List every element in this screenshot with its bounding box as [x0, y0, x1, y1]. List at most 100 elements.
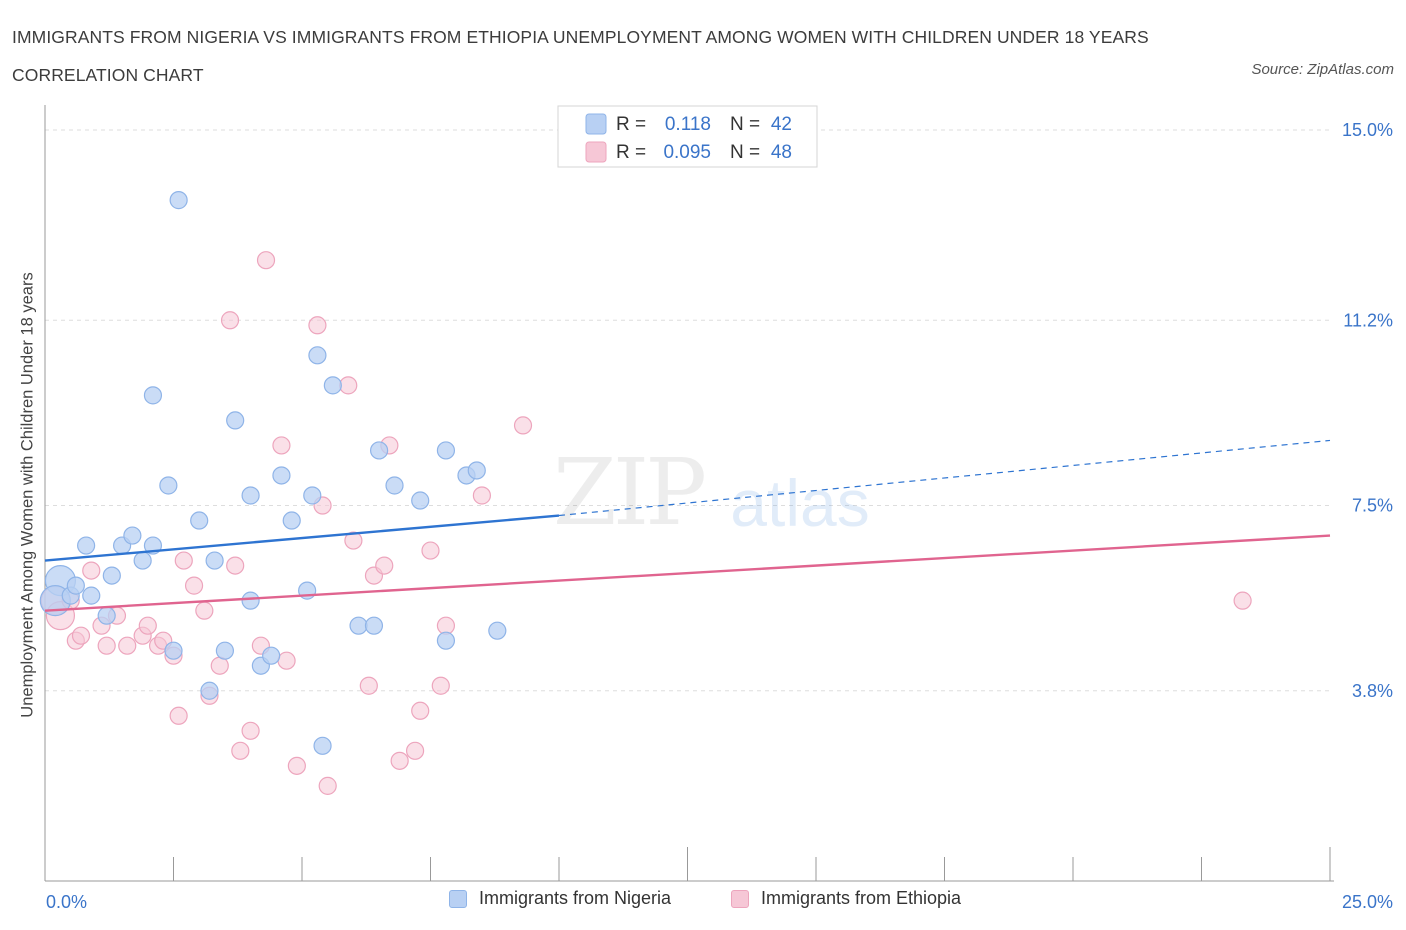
point-nigeria-4 — [77, 536, 96, 555]
point-ethiopia-4 — [71, 626, 91, 645]
point-ethiopia-47 — [1233, 591, 1252, 610]
point-nigeria-34 — [370, 441, 389, 460]
point-nigeria-3 — [66, 576, 85, 595]
watermark-zip: ZIP — [553, 439, 704, 546]
point-ethiopia-35 — [359, 676, 378, 695]
legend-swatch-ethiopia — [731, 889, 749, 908]
point-ethiopia-16 — [174, 551, 193, 570]
legend-n-value-nigeria: 42 — [771, 114, 792, 135]
point-nigeria-22 — [241, 486, 260, 505]
point-ethiopia-45 — [472, 486, 491, 505]
point-nigeria-31 — [323, 376, 342, 395]
legend-top: R = 0.118 N = 42 R = 0.095 N = 48 — [557, 105, 818, 168]
point-ethiopia-17 — [184, 576, 204, 595]
point-ethiopia-41 — [411, 701, 430, 720]
grid-lines — [45, 129, 1330, 692]
y-tick-label-1: 7.5% — [1352, 496, 1393, 516]
point-ethiopia-40 — [405, 741, 425, 760]
point-nigeria-33 — [364, 616, 384, 635]
watermark: ZIP atlas — [553, 439, 870, 546]
point-nigeria-38 — [436, 631, 456, 650]
legend-r-label-nigeria: R = — [616, 114, 646, 135]
series-nigeria-points — [39, 191, 507, 755]
point-nigeria-40 — [467, 461, 486, 480]
legend-label-nigeria: Immigrants from Nigeria — [479, 888, 672, 908]
y-tick-label-2: 11.2% — [1343, 310, 1393, 330]
point-ethiopia-39 — [390, 751, 409, 770]
point-nigeria-12 — [143, 386, 163, 405]
watermark-atlas: atlas — [730, 466, 869, 540]
legend-swatch-nigeria — [585, 113, 607, 135]
point-nigeria-37 — [436, 441, 456, 460]
point-nigeria-41 — [488, 621, 507, 640]
legend-n-label-ethiopia: N = — [730, 142, 760, 163]
legend-n-value-ethiopia: 48 — [771, 142, 792, 163]
point-ethiopia-29 — [287, 756, 306, 775]
legend-item-ethiopia[interactable]: Immigrants from Ethiopia — [731, 888, 961, 909]
point-nigeria-26 — [282, 511, 301, 530]
point-nigeria-15 — [164, 641, 183, 660]
point-ethiopia-28 — [277, 651, 296, 670]
point-nigeria-7 — [97, 606, 116, 625]
axes — [44, 105, 1334, 882]
point-nigeria-36 — [411, 491, 430, 510]
point-ethiopia-23 — [231, 741, 250, 760]
point-nigeria-16 — [190, 511, 209, 530]
point-ethiopia-42 — [421, 541, 440, 560]
point-nigeria-32 — [349, 616, 368, 635]
point-ethiopia-26 — [256, 251, 276, 270]
point-ethiopia-30 — [308, 316, 327, 335]
point-ethiopia-24 — [241, 721, 260, 740]
point-ethiopia-37 — [375, 556, 394, 575]
point-ethiopia-21 — [220, 311, 240, 330]
legend-r-value-nigeria: 0.118 — [665, 114, 711, 135]
x-tick-label-1: 25.0% — [1342, 892, 1393, 912]
point-ethiopia-9 — [118, 636, 137, 655]
point-nigeria-18 — [205, 551, 224, 570]
point-nigeria-14 — [169, 191, 188, 210]
point-nigeria-10 — [133, 551, 152, 570]
point-nigeria-13 — [159, 476, 178, 495]
point-ethiopia-43 — [431, 676, 450, 695]
point-ethiopia-7 — [97, 636, 116, 655]
trend-lines — [44, 439, 1331, 612]
legend-n-label-nigeria: N = — [730, 114, 760, 135]
point-nigeria-29 — [308, 346, 327, 365]
tick-labels: 3.8% 7.5% 11.2% 15.0% 0.0% 25.0% — [46, 120, 1393, 912]
point-ethiopia-22 — [226, 556, 245, 575]
legend-r-value-ethiopia: 0.095 — [663, 142, 711, 163]
legend-swatch-ethiopia — [585, 141, 607, 163]
point-ethiopia-18 — [195, 601, 214, 620]
point-ethiopia-15 — [169, 706, 188, 725]
legend-item-nigeria[interactable]: Immigrants from Nigeria — [449, 888, 671, 909]
point-ethiopia-32 — [318, 776, 337, 795]
x-tick-label-0: 0.0% — [46, 892, 87, 912]
legend-bottom: Immigrants from Nigeria Immigrants from … — [0, 888, 1406, 916]
point-ethiopia-20 — [210, 656, 229, 675]
point-nigeria-5 — [82, 586, 101, 605]
point-nigeria-6 — [102, 566, 121, 585]
point-nigeria-25 — [272, 466, 291, 485]
legend-r-label-ethiopia: R = — [616, 142, 646, 163]
point-ethiopia-33 — [339, 376, 358, 395]
point-ethiopia-11 — [138, 616, 157, 635]
point-ethiopia-46 — [513, 416, 533, 435]
point-nigeria-20 — [226, 411, 245, 430]
trend-line-ethiopia — [44, 534, 1331, 612]
point-nigeria-19 — [215, 641, 234, 660]
point-ethiopia-5 — [82, 561, 101, 580]
point-nigeria-17 — [200, 681, 219, 700]
trend-line-nigeria — [44, 514, 560, 562]
legend-label-ethiopia: Immigrants from Ethiopia — [761, 888, 962, 908]
point-ethiopia-27 — [272, 436, 291, 455]
trend-line-nigeria-extension — [558, 439, 1331, 517]
point-nigeria-24 — [262, 646, 281, 665]
legend-swatch-nigeria — [449, 889, 467, 908]
y-tick-label-3: 15.0% — [1342, 120, 1393, 140]
point-ethiopia-34 — [344, 531, 363, 550]
y-tick-label-0: 3.8% — [1352, 681, 1393, 701]
point-nigeria-9 — [123, 526, 142, 545]
point-nigeria-28 — [303, 486, 322, 505]
point-nigeria-35 — [385, 476, 404, 495]
